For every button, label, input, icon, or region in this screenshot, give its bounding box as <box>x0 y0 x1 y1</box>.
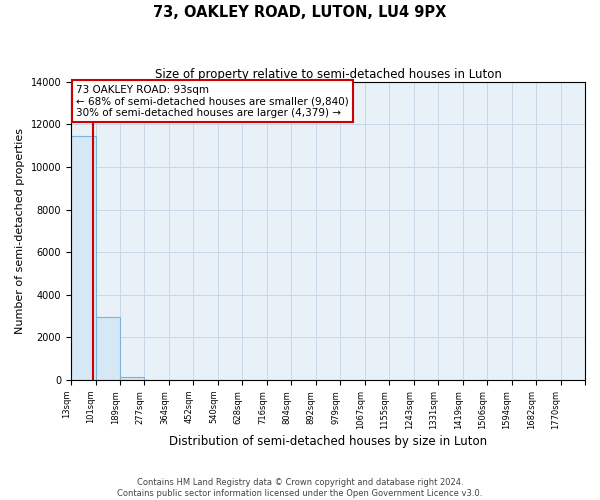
Title: Size of property relative to semi-detached houses in Luton: Size of property relative to semi-detach… <box>155 68 502 80</box>
Text: 73, OAKLEY ROAD, LUTON, LU4 9PX: 73, OAKLEY ROAD, LUTON, LU4 9PX <box>154 5 446 20</box>
Y-axis label: Number of semi-detached properties: Number of semi-detached properties <box>15 128 25 334</box>
Text: 73 OAKLEY ROAD: 93sqm
← 68% of semi-detached houses are smaller (9,840)
30% of s: 73 OAKLEY ROAD: 93sqm ← 68% of semi-deta… <box>76 84 349 118</box>
Bar <box>71 136 95 380</box>
Text: Contains HM Land Registry data © Crown copyright and database right 2024.
Contai: Contains HM Land Registry data © Crown c… <box>118 478 482 498</box>
X-axis label: Distribution of semi-detached houses by size in Luton: Distribution of semi-detached houses by … <box>169 434 487 448</box>
Bar <box>95 317 120 380</box>
Bar <box>120 377 145 380</box>
